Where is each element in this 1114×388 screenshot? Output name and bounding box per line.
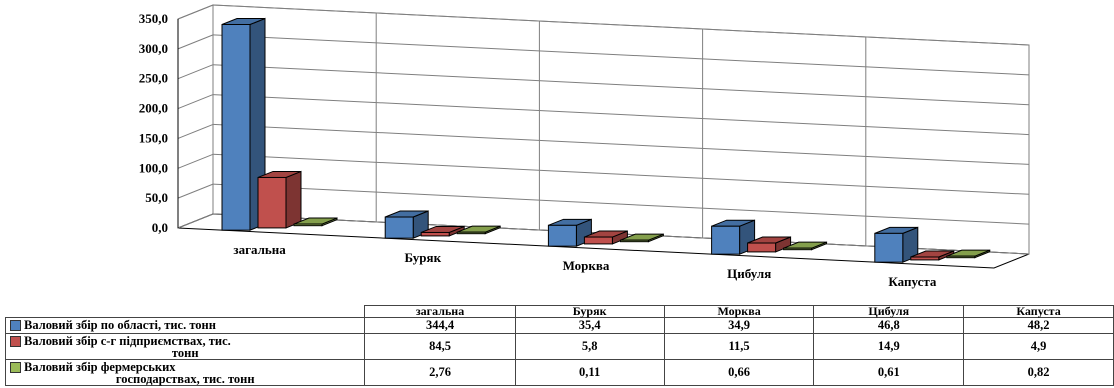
bar-red — [420, 225, 465, 237]
table-cell: 34,9 — [663, 317, 815, 334]
gridline-side — [177, 34, 214, 50]
row-label-text: Валовий збір по області, тис. тонн — [24, 318, 216, 333]
gridline-side — [177, 4, 214, 20]
table-cell: 14,9 — [813, 332, 965, 361]
gridline-side — [177, 64, 214, 80]
table-cell: 11,5 — [663, 332, 815, 361]
table-row: Валовий збір фермерських господарствах, … — [4, 359, 1114, 387]
bar-front — [619, 239, 649, 243]
bar-front — [293, 223, 323, 227]
bar-green — [456, 225, 501, 235]
bar-front — [456, 231, 486, 235]
bar-front — [420, 231, 450, 237]
gridline — [212, 64, 1030, 106]
legend-swatch-red — [10, 335, 21, 347]
table-cell: 0,82 — [963, 359, 1114, 387]
table-header-0: загальна — [364, 305, 516, 318]
y-tick-label: 0,0 — [152, 220, 168, 235]
back-wall — [212, 4, 1030, 255]
category-label: Морква — [563, 258, 610, 273]
row-label-text: Валовий збір фермерських — [24, 360, 176, 375]
gridline — [212, 34, 1030, 76]
gridline-side — [177, 213, 214, 229]
table-row: Валовий збір с-г підприємствах, тис. тон… — [4, 332, 1114, 361]
gridline — [212, 153, 1030, 195]
table-cell: 5,8 — [514, 332, 665, 361]
bar-side — [285, 170, 302, 229]
legend-swatch-blue — [10, 319, 21, 331]
row-label-text-line2: господарствах, тис. тонн — [115, 372, 255, 387]
table-header-3: Цибуля — [813, 305, 965, 318]
bar-front — [910, 256, 940, 261]
y-tick-label: 300,0 — [139, 41, 168, 56]
bar-front — [221, 24, 251, 231]
bar-green — [946, 249, 991, 259]
y-tick-label: 50,0 — [145, 190, 168, 205]
bar-front — [547, 224, 577, 247]
bar-front — [583, 236, 613, 245]
bar-front — [783, 247, 813, 251]
bar-red — [910, 250, 955, 261]
bar-front — [711, 225, 741, 255]
gridline — [212, 123, 1030, 165]
bars — [221, 17, 991, 263]
table-cell: 2,76 — [364, 359, 516, 387]
table-cell: 48,2 — [963, 317, 1114, 334]
table-cell: 0,11 — [514, 359, 665, 387]
bar-front — [257, 176, 287, 229]
y-tick-label: 150,0 — [139, 130, 168, 145]
category-label: Буряк — [405, 250, 442, 265]
bar-blue — [711, 219, 756, 255]
y-tick-label: 100,0 — [139, 160, 168, 175]
row-label-text-line2: тонн — [171, 346, 199, 361]
side-wall — [177, 4, 214, 229]
chart-area: 0,0 50,0 100,0 150,0 200,0 250,0 300,0 350,0 за… — [139, 4, 1030, 289]
gridline — [212, 183, 1030, 225]
bar-red — [257, 170, 302, 229]
y-tick-label: 250,0 — [139, 71, 168, 86]
gridline-side — [177, 94, 214, 110]
y-tick-label: 200,0 — [139, 101, 168, 116]
data-table: загальна Буряк Морква Цибуля Капуста Вал… — [4, 305, 1114, 387]
table-cell: 35,4 — [514, 317, 665, 334]
table-row: Валовий збір по області, тис. тонн 344,4… — [4, 317, 1114, 334]
table-header-4: Капуста — [963, 305, 1114, 318]
table-header-2: Морква — [663, 305, 815, 318]
table-cell: 344,4 — [364, 317, 516, 334]
gridline-side — [177, 123, 214, 139]
table-header-1: Буряк — [514, 305, 665, 318]
table-cell: 0,66 — [663, 359, 815, 387]
table-header-row: загальна Буряк Морква Цибуля Капуста — [6, 305, 1114, 318]
gridline — [212, 4, 1030, 46]
bar-green — [783, 241, 828, 251]
y-tick-label: 350,0 — [139, 11, 168, 26]
bar-front — [946, 255, 976, 259]
table-cell: 4,9 — [963, 332, 1114, 361]
row-label-text: Валовий збір с-г підприємствах, тис. — [24, 334, 231, 349]
bar-front — [384, 216, 414, 239]
bar-front — [747, 242, 777, 253]
table-corner — [6, 306, 365, 318]
category-label: Капуста — [888, 274, 936, 289]
bar-green — [619, 233, 664, 243]
row-label: Валовий збір фермерських господарствах, … — [4, 359, 366, 387]
category-label: загальна — [233, 242, 286, 257]
table-cell: 0,61 — [813, 359, 965, 387]
bar-front — [874, 232, 904, 263]
bar-blue — [874, 226, 919, 263]
legend-swatch-green — [10, 361, 21, 373]
gridline — [212, 94, 1030, 136]
gridline-side — [177, 183, 214, 199]
bar-green — [293, 217, 338, 227]
y-axis-ticks: 0,0 50,0 100,0 150,0 200,0 250,0 300,0 350,0 — [139, 11, 168, 235]
table-cell: 84,5 — [364, 332, 516, 361]
table-cell: 46,8 — [813, 317, 965, 334]
category-label: Цибуля — [727, 266, 771, 281]
gridline-side — [177, 153, 214, 169]
category-labels: загальна Буряк Морква Цибуля Капуста — [233, 242, 936, 289]
row-label: Валовий збір с-г підприємствах, тис. тон… — [4, 332, 366, 361]
row-label: Валовий збір по області, тис. тонн — [4, 317, 366, 334]
